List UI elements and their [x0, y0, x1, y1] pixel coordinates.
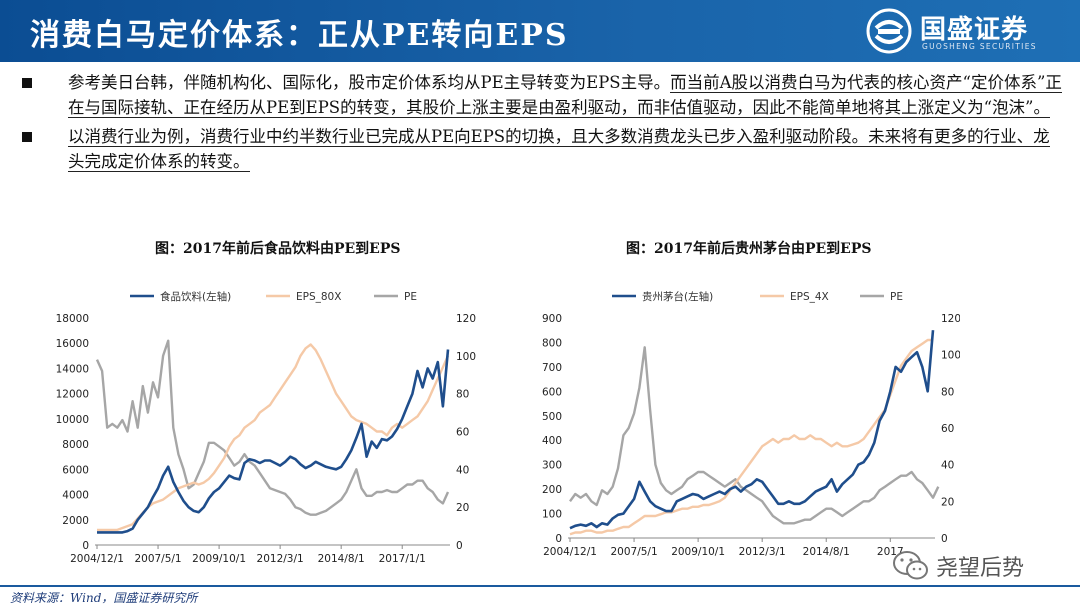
left-tick-label: 8000: [62, 439, 89, 451]
chart-moutai: 0 100 200 300 400 500 600 700 800 900 0 20 40 60 80 100…: [542, 290, 960, 558]
left-tick-label: 0: [555, 533, 562, 545]
left-tick-label: 10000: [56, 414, 89, 426]
x-tick-label: 2014/8/1: [318, 553, 365, 565]
bullet-square-icon: [22, 78, 32, 88]
x-tick-label: 2014/8/1: [803, 546, 850, 558]
logo-mark-icon: [866, 8, 912, 54]
left-tick-label: 4000: [62, 490, 89, 502]
series-line-eps: [97, 343, 450, 532]
right-tick-label: 120: [456, 313, 476, 325]
left-tick-label: 900: [542, 313, 562, 325]
bullet-text-underlined: 而当前A股以消费白马为代表的核心资产“定价体系”正在与国际接轨、正在经历从PE到…: [68, 73, 1062, 118]
logo-name: 国盛证券: [920, 15, 1029, 45]
header-bar: 消费白马定价体系：正从PE转向EPS 国盛证券 GUOSHENG SECURIT…: [0, 0, 1080, 62]
x-tick-label: 2007/5/1: [610, 546, 657, 558]
watermark: 尧望后势: [890, 548, 1060, 582]
left-tick-label: 16000: [56, 338, 89, 350]
left-tick-label: 600: [542, 386, 562, 398]
series-line-price: [97, 349, 450, 534]
x-tick-label: 2012/3/1: [257, 553, 304, 565]
left-tick-label: 100: [542, 509, 562, 521]
legend-label: 食品饮料(左轴): [160, 290, 231, 303]
chart-title-food: 图：2017年前后食品饮料由PE到EPS: [155, 241, 401, 257]
legend-label: EPS_80X: [296, 291, 341, 303]
right-tick-label: 20: [941, 496, 954, 508]
x-tick-label: 2017/1/1: [379, 553, 426, 565]
chart-title-moutai: 图：2017年前后贵州茅台由PE到EPS: [626, 241, 872, 257]
logo-subtitle: GUOSHENG SECURITIES: [922, 42, 1037, 51]
right-tick-label: 0: [456, 540, 463, 552]
left-tick-label: 2000: [62, 515, 89, 527]
right-tick-label: 120: [941, 313, 960, 325]
bullet-text-underlined: 以消费行业为例，消费行业中约半数行业已完成从PE向EPS的切换，且大多数消费龙头…: [68, 127, 1050, 172]
right-tick-label: 0: [941, 533, 948, 545]
right-tick-label: 60: [456, 427, 469, 439]
bullet-item: 参考美日台韩，伴随机构化、国际化，股市定价体系均从PE主导转变为EPS主导。而当…: [22, 70, 1062, 120]
right-tick-label: 20: [456, 502, 469, 514]
right-tick-label: 100: [456, 351, 476, 363]
right-tick-label: 80: [941, 386, 954, 398]
right-tick-label: 100: [941, 350, 960, 362]
legend-label: PE: [890, 291, 903, 303]
bullet-list: 参考美日台韩，伴随机构化、国际化，股市定价体系均从PE主导转变为EPS主导。而当…: [22, 70, 1062, 178]
footer-divider: [0, 585, 1080, 587]
x-tick-label: 2004/12/1: [70, 553, 124, 565]
left-tick-label: 300: [542, 460, 562, 472]
right-tick-label: 40: [456, 464, 469, 476]
left-tick-label: 0: [82, 540, 89, 552]
right-tick-label: 60: [941, 423, 954, 435]
bullet-square-icon: [22, 132, 32, 142]
x-tick-label: 2007/5/1: [134, 553, 181, 565]
series-line-pe: [569, 346, 940, 525]
left-tick-label: 6000: [62, 464, 89, 476]
source-note: 资料来源：Wind，国盛证券研究所: [10, 591, 198, 605]
x-tick-label: 2009/10/1: [192, 553, 246, 565]
x-tick-label: 2012/3/1: [739, 546, 786, 558]
legend-label: 贵州茅台(左轴): [642, 290, 713, 303]
left-tick-label: 400: [542, 435, 562, 447]
chart-food-beverage: 0 2000 4000 6000 8000 10000 12000 14000 16000 180…: [56, 290, 476, 565]
x-tick-label: 2009/10/1: [671, 546, 725, 558]
brand-logo: 国盛证券 GUOSHENG SECURITIES: [866, 6, 1046, 56]
right-tick-label: 40: [941, 460, 954, 472]
series-line-eps: [569, 338, 933, 536]
series-line-price: [569, 330, 935, 530]
series-line-pe: [95, 339, 450, 516]
watermark-text: 尧望后势: [936, 556, 1025, 581]
bullet-text-plain: 参考美日台韩，伴随机构化、国际化，股市定价体系均从PE主导转变为EPS主导。: [68, 73, 671, 92]
legend-label: PE: [404, 291, 417, 303]
left-tick-label: 700: [542, 362, 562, 374]
left-tick-label: 14000: [56, 363, 89, 375]
legend-label: EPS_4X: [790, 291, 829, 303]
page-title: 消费白马定价体系：正从PE转向EPS: [30, 18, 569, 53]
wechat-icon: [893, 551, 928, 580]
left-tick-label: 12000: [56, 389, 89, 401]
left-tick-label: 800: [542, 337, 562, 349]
left-tick-label: 200: [542, 484, 562, 496]
bullet-item: 以消费行业为例，消费行业中约半数行业已完成从PE向EPS的切换，且大多数消费龙头…: [22, 124, 1062, 174]
right-tick-label: 80: [456, 389, 469, 401]
x-tick-label: 2004/12/1: [543, 546, 597, 558]
left-tick-label: 18000: [56, 313, 89, 325]
left-tick-label: 500: [542, 411, 562, 423]
